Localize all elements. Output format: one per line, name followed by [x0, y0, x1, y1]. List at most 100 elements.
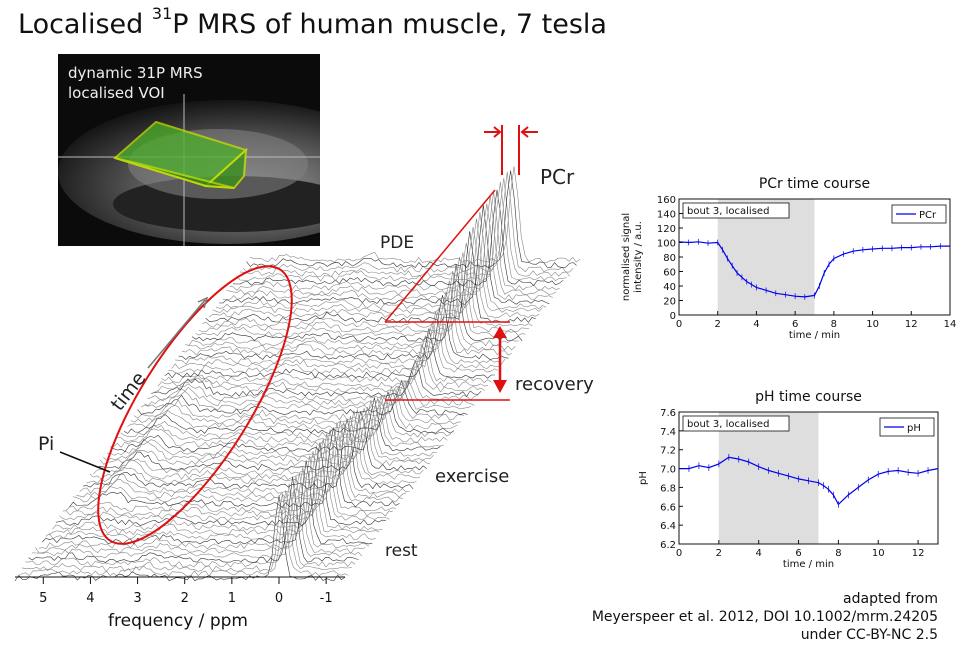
series-line	[678, 241, 950, 298]
spectrum-line	[48, 450, 380, 536]
recovery-label: recovery	[515, 374, 594, 395]
credit-line3: under CC-BY-NC 2.5	[800, 627, 938, 643]
spectrum-line	[134, 385, 465, 421]
spectrum-line	[83, 418, 414, 490]
spectrum-line	[62, 433, 393, 517]
spectrum-line	[236, 181, 567, 282]
spectra-lines	[14, 166, 581, 582]
x-tick-label: 4	[753, 319, 759, 330]
spectrum-line	[144, 379, 475, 407]
spectrum-line	[18, 493, 349, 577]
spectrum-line	[41, 460, 373, 545]
spectrum-line	[25, 483, 356, 568]
pcr-width-arrow-left	[484, 126, 502, 138]
spectrum-line	[93, 409, 424, 476]
legend-box	[891, 204, 947, 224]
spectrum-line	[110, 397, 441, 453]
spectrum-line	[127, 385, 458, 430]
plot-frame	[678, 198, 951, 316]
spectrum-line	[79, 422, 410, 494]
rest-label: rest	[385, 541, 418, 561]
y-tick-label: 7.2	[660, 446, 676, 457]
spectrum-line	[185, 280, 516, 351]
spectrum-line	[188, 271, 519, 347]
x-axis-label: time / min	[783, 559, 834, 570]
spectrum-line	[208, 226, 540, 319]
spectrum-line	[120, 394, 451, 439]
spectrum-line	[52, 445, 383, 531]
spectrum-line	[215, 212, 547, 310]
spectrum-line	[86, 416, 417, 485]
time-label: time	[107, 368, 151, 415]
spectrum-line	[164, 328, 495, 379]
spectrum-line	[21, 490, 352, 573]
spectrum-line	[171, 311, 502, 370]
y-tick-label: 60	[663, 268, 676, 279]
waterfall-plot: PCr PDE Pi time recovery exercise rest 5…	[14, 125, 594, 631]
spectrum-line	[99, 407, 431, 467]
y-axis-label-line2: intensity / a.u.	[633, 221, 644, 293]
y-tick-label: 80	[663, 253, 676, 264]
frequency-tick-label: -1	[320, 591, 333, 606]
spectrum-line	[106, 399, 438, 457]
spectrum-line	[154, 355, 485, 393]
legend-label: PCr	[919, 210, 937, 221]
x-tick-label: 14	[944, 319, 957, 330]
y-tick-label: 20	[663, 297, 676, 308]
series-line	[679, 456, 939, 506]
x-tick-label: 12	[912, 548, 925, 559]
y-tick-label: 120	[657, 224, 676, 235]
spectrum-line	[212, 218, 543, 314]
spectrum-line	[181, 291, 513, 356]
page-title: Localised 31P MRS of human muscle, 7 tes…	[18, 4, 607, 40]
frequency-tick-label: 3	[133, 591, 141, 606]
y-tick-label: 0	[670, 311, 676, 322]
spectrum-line	[31, 476, 363, 559]
spectrum-line	[59, 438, 390, 522]
x-tick-label: 10	[872, 548, 885, 559]
y-tick-label: 40	[663, 282, 676, 293]
legend-label: pH	[907, 423, 921, 434]
pcr-width-arrow-right	[520, 126, 538, 138]
spectrum-line	[55, 442, 386, 527]
spectrum-line	[226, 195, 557, 296]
x-tick-label: 0	[676, 548, 682, 559]
spectrum-line	[117, 396, 448, 444]
x-tick-label: 8	[831, 319, 837, 330]
time-arrow-shaft	[147, 299, 206, 369]
spectrum-line	[161, 335, 492, 384]
mri-label-line2: localised VOI	[68, 84, 165, 102]
x-tick-label: 2	[716, 548, 722, 559]
y-tick-label: 7.6	[660, 408, 676, 419]
frequency-tick-label: 1	[228, 591, 236, 606]
recovery-arrow-head-down	[493, 380, 507, 393]
pcr-label: PCr	[540, 165, 575, 189]
y-tick-label: 100	[657, 239, 676, 250]
spectrum-line	[14, 495, 346, 582]
x-tick-label: 0	[676, 319, 682, 330]
spectrum-line	[195, 256, 526, 337]
spectrum-line	[239, 177, 571, 278]
spectrum-line	[157, 342, 489, 388]
spectrum-line	[28, 476, 359, 563]
pde-label: PDE	[380, 233, 414, 253]
annotation-text: bout 3, localised	[687, 206, 769, 217]
y-tick-label: 6.2	[660, 540, 676, 551]
x-tick-label: 2	[715, 319, 721, 330]
exercise-label: exercise	[435, 466, 509, 487]
pi-pointer-line	[59, 451, 111, 473]
frequency-tick-label: 4	[86, 591, 94, 606]
spectrum-line	[222, 203, 553, 301]
y-tick-label: 6.6	[660, 502, 676, 513]
pcr-guide-line	[384, 189, 496, 323]
spectrum-line	[130, 388, 461, 425]
recovery-arrow-head-up	[493, 326, 507, 338]
y-tick-label: 6.8	[660, 483, 676, 494]
y-tick-label: 7.4	[660, 427, 676, 438]
spectrum-line	[147, 370, 478, 402]
y-tick-label: 7.0	[660, 465, 676, 476]
y-tick-label: 140	[657, 210, 676, 221]
frequency-tick-label: 2	[181, 591, 189, 606]
pi-label: Pi	[38, 433, 54, 455]
